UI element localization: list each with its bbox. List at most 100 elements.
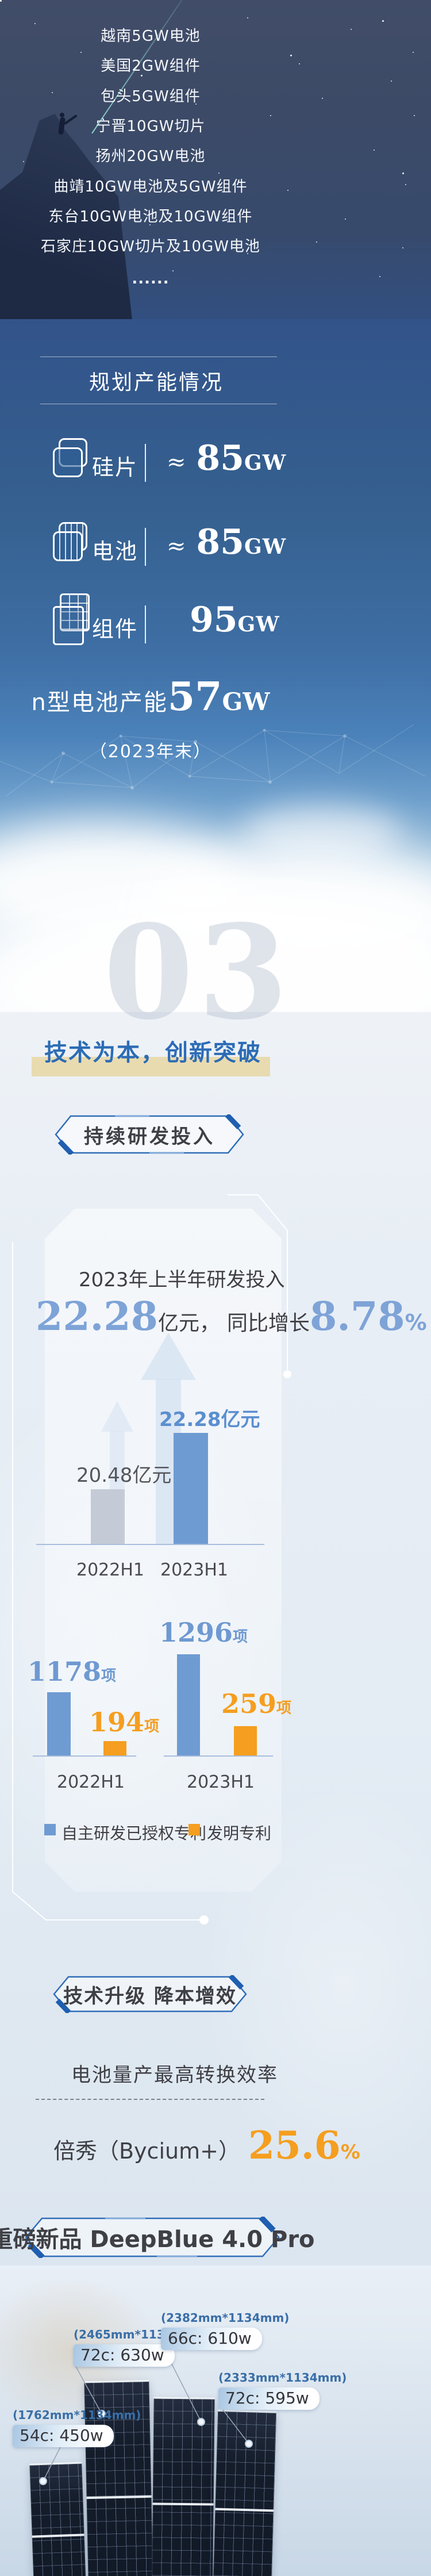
bar-2022-investment [91, 1489, 125, 1545]
patent-unit: 项 [144, 1718, 160, 1735]
legend-swatch-orange [188, 1824, 200, 1835]
site-item: 包头5GW组件 [101, 88, 201, 105]
legend-label: 发明专利 [207, 1824, 272, 1843]
capacity-value: 85 [196, 522, 245, 562]
patent-value-label: 1178项 [28, 1656, 116, 1687]
hero-night-sky [0, 0, 431, 334]
banner-label: 持续研发投入 [84, 1125, 215, 1148]
subsection-banner-newproduct: 重磅新品 DeepBlue 4.0 Pro [0, 2215, 315, 2260]
banner-label: 重磅新品 DeepBlue 4.0 Pro [0, 2226, 315, 2253]
growth-label: 同比增长 [226, 1312, 310, 1335]
category-label: 2023H1 [187, 1772, 255, 1792]
bar-2022-authorized-patents [47, 1692, 71, 1755]
up-arrow-decoration [141, 1333, 196, 1380]
ntype-value: 57 [167, 674, 222, 720]
bar-2023-authorized-patents [177, 1654, 200, 1755]
patent-number: 1296 [159, 1617, 233, 1648]
panel-dimensions: (2382mm*1134mm) [161, 2311, 290, 2325]
bar-2023-investment [174, 1433, 208, 1545]
patent-number: 1178 [28, 1656, 102, 1687]
chart-card [45, 1209, 282, 1892]
category-label: 2022H1 [57, 1772, 125, 1792]
banner-frame [53, 1973, 247, 2015]
banner-frame [25, 2215, 280, 2260]
panel-spec: 54c: 450w [13, 2425, 114, 2447]
site-item: 越南5GW电池 [101, 28, 201, 45]
patent-value-label: 259项 [221, 1688, 291, 1719]
divider-line [145, 528, 146, 566]
legend-label: 自主研发已授权专利 [61, 1824, 207, 1843]
divider-line [40, 356, 277, 357]
panel-dimensions: (1762mm*1134mm) [13, 2408, 141, 2422]
approx-symbol: ≈ [167, 533, 186, 559]
capacity-row-label: 组件 [92, 616, 138, 642]
site-item: 美国2GW组件 [101, 57, 201, 75]
site-item: 扬州20GW电池 [95, 148, 206, 165]
chart-baseline [33, 1755, 136, 1757]
capacity-title: 规划产能情况 [88, 371, 224, 394]
site-item: 宁晋10GW切片 [95, 118, 206, 135]
ntype-note: （2023年末） [89, 742, 212, 762]
investment-unit: 亿元， [157, 1312, 220, 1335]
bar-2023-invention-patents [234, 1726, 257, 1755]
panel-spec: 72c: 595w [218, 2387, 320, 2410]
divider-line [145, 444, 146, 482]
section-number-watermark: 03 [103, 897, 293, 1049]
card-corner-decoration [12, 1194, 291, 1925]
banner-frame [55, 1113, 244, 1156]
rnd-intro-line: 2023年上半年研发投入 [79, 1268, 285, 1291]
capacity-row-label: 硅片 [92, 455, 138, 480]
investment-value: 22.28 [36, 1294, 158, 1340]
capacity-value: 85 [196, 438, 245, 478]
capacity-unit: GW [244, 451, 287, 475]
bright-stars-decoration [0, 0, 2, 2]
patent-number: 259 [221, 1688, 277, 1719]
efficiency-value: 25.6 [248, 2123, 341, 2168]
chart-baseline [164, 1755, 273, 1757]
site-item-ellipsis: ...... [132, 270, 170, 288]
panel-callout-66c-610: (2382mm*1134mm) 66c: 610w [161, 2311, 289, 2350]
panel-callout-72c-595: (2333mm*1134mm) 72c: 595w [218, 2371, 347, 2410]
panel-callout-54c: (1762mm*1134mm) 54c: 450w [13, 2408, 141, 2447]
bar-value-label: 22.28亿元 [159, 1408, 260, 1431]
patent-unit: 项 [101, 1667, 117, 1685]
product-name: 倍秀（Bycium+） [53, 2138, 240, 2164]
approx-symbol: ≈ [167, 449, 186, 476]
dashed-divider [36, 2099, 264, 2100]
wafer-icon [53, 438, 88, 486]
panel-dimensions: (2333mm*1134mm) [218, 2371, 347, 2385]
site-item: 东台10GW电池及10GW组件 [48, 208, 253, 225]
module-icon [53, 593, 91, 656]
bar-value-label: 20.48亿元 [76, 1464, 172, 1487]
capacity-unit: GW [237, 612, 280, 637]
patent-value-label: 1296项 [159, 1617, 248, 1648]
patent-value-label: 194项 [89, 1707, 159, 1738]
cell-icon [53, 522, 88, 570]
ntype-unit: GW [222, 688, 270, 716]
patent-unit: 项 [233, 1628, 248, 1646]
bar-2022-invention-patents [103, 1741, 126, 1755]
site-item: 曲靖10GW电池及5GW组件 [53, 178, 248, 195]
divider-line [145, 605, 146, 643]
network-mesh-decoration [0, 724, 426, 797]
panel-spec: 66c: 610w [161, 2328, 262, 2350]
capacity-row-label: 电池 [92, 539, 138, 564]
growth-value: 8.78 [309, 1294, 405, 1340]
efficiency-headline: 电池量产最高转换效率 [71, 2064, 278, 2087]
patent-unit: 项 [276, 1700, 292, 1717]
efficiency-unit: % [340, 2141, 360, 2164]
title-highlight-bar [32, 1057, 270, 1076]
subsection-banner-upgrade: 技术升级 降本增效 [53, 1973, 247, 2015]
section-title: 技术为本，创新突破 [44, 1040, 261, 1066]
person-silhouette [60, 113, 64, 117]
growth-unit: % [405, 1310, 427, 1335]
panel-spec: 72c: 630w [74, 2344, 175, 2367]
category-label: 2022H1 [76, 1560, 144, 1580]
capacity-value: 95 [190, 600, 238, 640]
banner-label: 技术升级 降本增效 [63, 1984, 237, 2008]
subsection-banner-rnd: 持续研发投入 [55, 1113, 244, 1156]
category-label: 2023H1 [160, 1560, 228, 1580]
up-arrow-decoration [101, 1401, 133, 1432]
site-item: 石家庄10GW切片及10GW电池 [41, 238, 260, 255]
